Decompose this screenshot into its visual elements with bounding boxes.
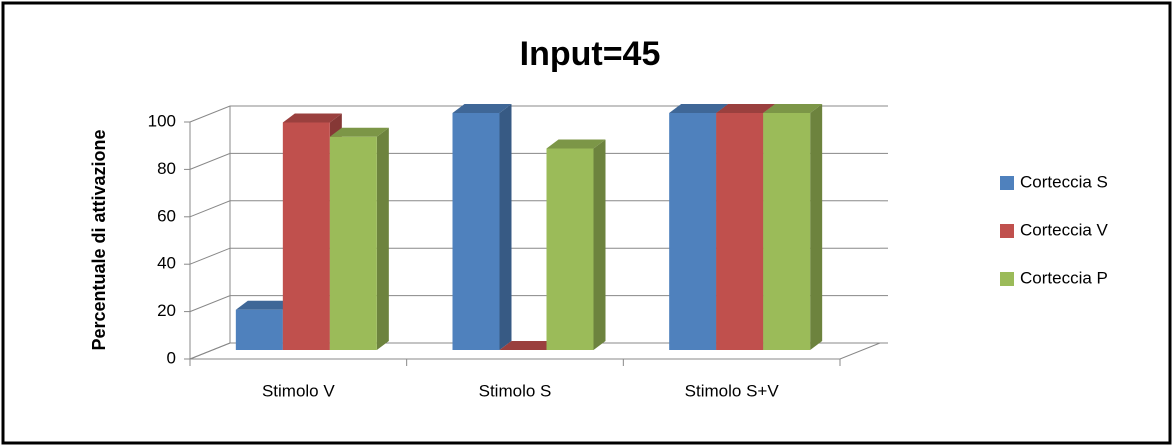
y-tick-label: 80 bbox=[157, 159, 176, 178]
grid-line bbox=[189, 200, 880, 218]
bar-top bbox=[716, 104, 776, 113]
y-tick-label: 20 bbox=[157, 301, 176, 320]
grid-line bbox=[189, 152, 880, 170]
x-tick-label: Stimolo V bbox=[262, 381, 335, 400]
bar-top bbox=[499, 341, 559, 350]
legend-label: Corteccia V bbox=[1020, 220, 1109, 239]
x-tick-label: Stimolo S+V bbox=[685, 381, 780, 400]
legend-swatch bbox=[1000, 176, 1014, 190]
grid-line bbox=[189, 247, 880, 265]
bar-side bbox=[810, 104, 823, 350]
bar-top bbox=[546, 139, 606, 149]
bar-side bbox=[593, 139, 606, 350]
bar-side bbox=[376, 127, 389, 350]
bar bbox=[499, 341, 559, 350]
bar-front bbox=[235, 309, 283, 350]
legend-label: Corteccia P bbox=[1020, 268, 1108, 287]
bar-top bbox=[282, 113, 342, 123]
bar-front bbox=[669, 113, 717, 350]
y-tick-label: 40 bbox=[157, 254, 176, 273]
x-tick-label: Stimolo S bbox=[479, 381, 552, 400]
y-tick-label: 100 bbox=[148, 111, 176, 130]
legend-swatch bbox=[1000, 272, 1014, 286]
bar-top bbox=[669, 104, 729, 113]
bar-side bbox=[499, 104, 512, 350]
bar-top bbox=[452, 104, 512, 113]
bar bbox=[546, 139, 606, 350]
y-axis-label: Percentuale di attivazione bbox=[89, 129, 109, 350]
bar bbox=[763, 104, 823, 350]
bar-front bbox=[282, 122, 330, 350]
grid-line bbox=[189, 105, 880, 123]
y-tick-label: 60 bbox=[157, 206, 176, 225]
bar bbox=[452, 104, 512, 350]
legend-label: Corteccia S bbox=[1020, 172, 1108, 191]
bar bbox=[329, 127, 389, 350]
bar-front bbox=[452, 113, 500, 350]
bar-top bbox=[763, 104, 823, 113]
grid-line bbox=[189, 295, 880, 313]
chart-title: Input=45 bbox=[520, 35, 661, 73]
bar-front bbox=[763, 113, 811, 350]
bar-front bbox=[329, 136, 377, 350]
legend-swatch bbox=[1000, 224, 1014, 238]
bar-top bbox=[235, 300, 295, 310]
bar-top bbox=[329, 127, 389, 137]
bar-front bbox=[546, 148, 594, 350]
y-tick-label: 0 bbox=[167, 348, 176, 367]
grid-line bbox=[189, 342, 880, 360]
bar-front bbox=[716, 113, 764, 350]
